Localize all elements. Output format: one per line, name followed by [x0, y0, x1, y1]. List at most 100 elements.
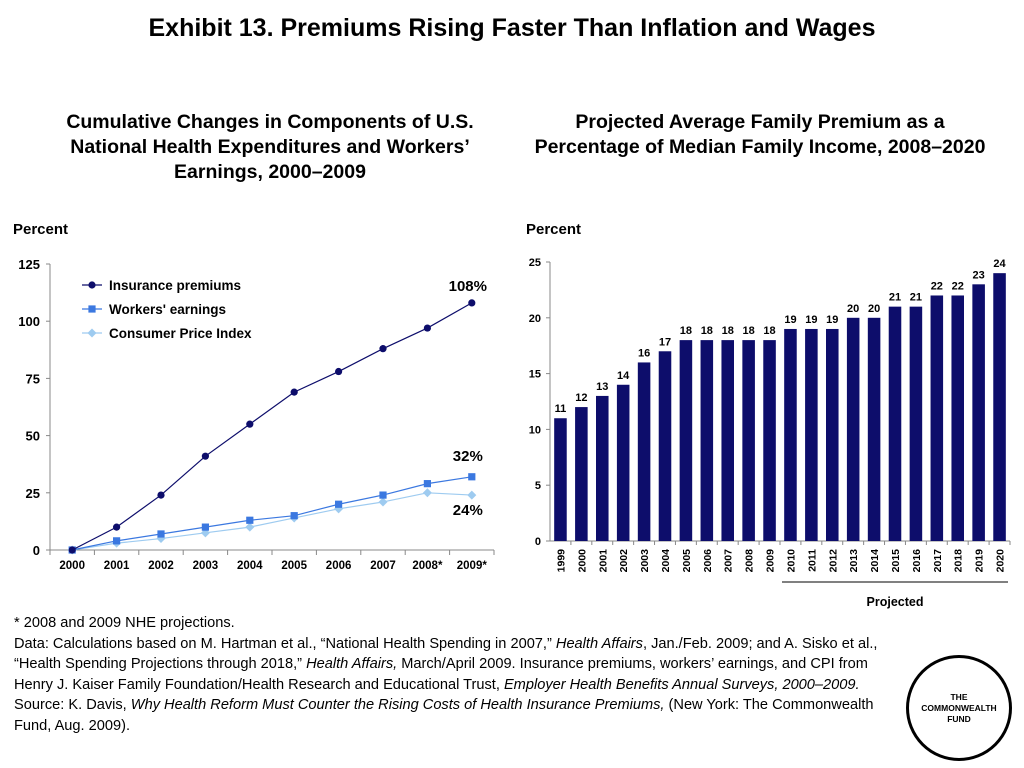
bar: [742, 340, 755, 541]
data-point: [88, 305, 96, 313]
bar-value-label: 21: [889, 292, 901, 304]
y-tick-label: 25: [529, 257, 541, 269]
data-point: [379, 491, 387, 499]
series-line: [72, 492, 472, 551]
data-point: [335, 500, 343, 508]
bar: [596, 395, 609, 541]
data-point: [245, 522, 255, 532]
data-point: [201, 523, 209, 531]
x-tick-label: 2000: [576, 549, 588, 573]
x-tick-label: 2009: [765, 549, 777, 573]
legend-label: Insurance premiums: [109, 278, 241, 293]
x-tick-label: 2006: [702, 549, 714, 573]
x-tick-label: 2019: [974, 549, 986, 573]
x-tick-label: 2004: [237, 560, 263, 572]
bar-value-label: 11: [555, 403, 567, 415]
data-point: [422, 488, 432, 498]
x-tick-label: 2005: [681, 549, 693, 573]
x-tick-label: 1999: [555, 549, 567, 573]
x-tick-label: 2014: [869, 549, 881, 573]
x-tick-label: 2002: [148, 560, 174, 572]
data-point: [87, 328, 97, 338]
series-end-label: 24%: [453, 502, 483, 519]
x-tick-label: 2008: [744, 549, 756, 573]
source-after: (New York: The Commonwealth Fund, Aug. 2…: [14, 697, 874, 734]
bar: [784, 328, 797, 541]
x-tick-label: 2018: [953, 549, 965, 573]
bar: [846, 317, 860, 541]
bar: [700, 340, 714, 541]
footnotes: * 2008 and 2009 NHE projections. Data: C…: [14, 613, 894, 737]
x-tick-label: 2006: [326, 560, 352, 572]
x-tick-label: 2003: [639, 549, 651, 573]
bar-value-label: 17: [659, 336, 671, 348]
series-end-label: 32%: [453, 448, 483, 465]
logo-line: FUND: [947, 713, 971, 724]
legend-label: Workers' earnings: [109, 302, 226, 317]
projected-label: Projected: [867, 595, 924, 609]
bar: [575, 407, 588, 541]
x-tick-label: 2001: [104, 560, 130, 572]
y-tick-label: 5: [535, 480, 541, 492]
bar-value-label: 18: [701, 325, 713, 337]
bar-value-label: 19: [826, 314, 838, 326]
series-line: [72, 476, 472, 551]
x-tick-label: 2015: [890, 549, 902, 573]
journal-name: Health Affairs: [555, 635, 643, 652]
bar: [972, 284, 985, 541]
bar: [658, 351, 672, 541]
x-tick-label: 2017: [932, 549, 944, 573]
data-point: [113, 537, 121, 545]
logo-line: COMMONWEALTH: [921, 702, 997, 713]
bar-chart: 0 5 10 15 20 25 11 1999 12 2000 13 2001 14 2002 16 2003…: [529, 257, 1011, 609]
data-point: [290, 512, 298, 520]
bar-value-label: 18: [763, 325, 775, 337]
bar-value-label: 20: [847, 303, 859, 315]
x-tick-label: 2000: [59, 560, 85, 572]
data-point: [467, 490, 477, 500]
x-tick-label: 2009*: [457, 560, 488, 572]
bar-value-label: 19: [784, 314, 796, 326]
line-chart: 0 25 50 75 100 125 2000 2001 2002 2003 2004 2005 200…: [18, 257, 495, 572]
data-point: [423, 480, 431, 488]
logo-line: THE: [950, 691, 968, 702]
series-line: [71, 302, 473, 551]
y-tick-label: 75: [26, 371, 40, 386]
data-point: [157, 530, 165, 538]
data-point: [378, 497, 388, 507]
y-tick-label: 25: [26, 486, 40, 501]
bar-value-label: 23: [973, 269, 985, 281]
bar-value-label: 19: [805, 314, 817, 326]
y-tick-label: 15: [529, 369, 541, 381]
data-point: [201, 452, 209, 460]
page-title: Exhibit 13. Premiums Rising Faster Than …: [148, 14, 876, 42]
data-point: [246, 420, 254, 428]
series-end-label: 108%: [449, 278, 487, 295]
y-tick-label: 50: [26, 429, 40, 444]
y-tick-label: 0: [535, 536, 541, 548]
x-tick-label: 2011: [806, 549, 818, 572]
bar: [930, 295, 944, 541]
x-tick-label: 2007: [723, 549, 735, 573]
bar-value-label: 12: [575, 392, 587, 404]
bar: [888, 306, 902, 541]
bar-value-label: 24: [993, 258, 1006, 270]
data-mid: , Jan./Feb. 2009; and A. Sisko et al., “…: [14, 635, 878, 673]
data-point: [68, 546, 76, 554]
left-chart-y-axis-label: Percent: [13, 221, 69, 238]
bar: [616, 384, 630, 541]
bar: [993, 273, 1006, 541]
survey-name: Employer Health Benefits Annual Surveys,…: [503, 676, 860, 693]
footnote-projection: * 2008 and 2009 NHE projections.: [14, 615, 235, 631]
bar: [909, 306, 923, 541]
data-point: [88, 281, 96, 289]
journal-name: Health Affairs,: [306, 656, 398, 673]
footnote-source: Source: K. Davis, Why Health Reform Must…: [14, 695, 894, 736]
bar-value-label: 22: [952, 280, 964, 292]
footnote-data: Data: Calculations based on M. Hartman e…: [14, 634, 894, 696]
source-title: Why Health Reform Must Counter the Risin…: [130, 697, 665, 714]
bar: [763, 340, 776, 541]
data-point: [335, 367, 343, 376]
x-tick-label: 2020: [995, 549, 1007, 573]
bar: [867, 317, 881, 541]
